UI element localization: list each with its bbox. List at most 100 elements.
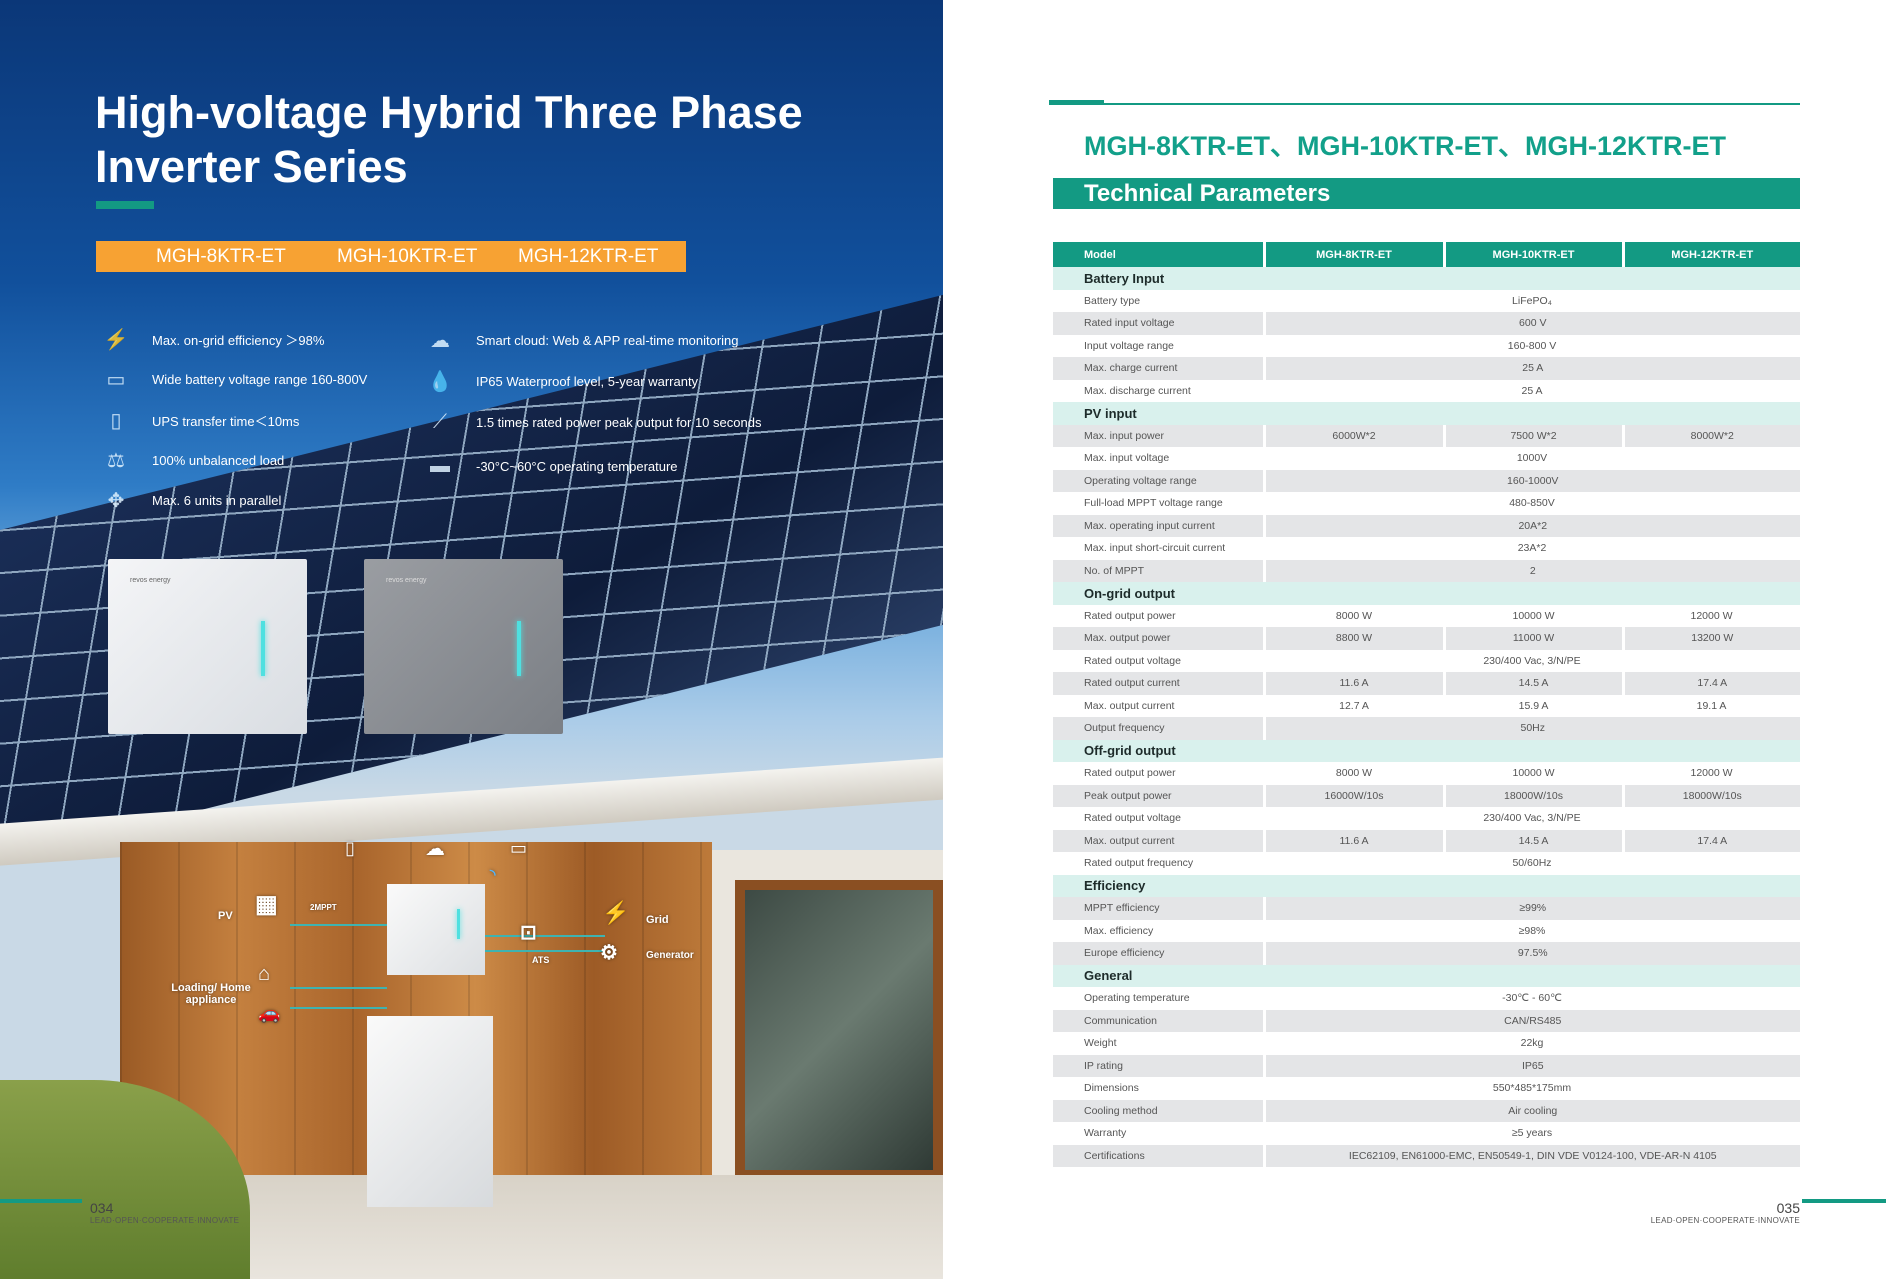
parameter-label: Max. discharge current [1084, 384, 1191, 397]
parameter-value: 14.5 A [1442, 672, 1623, 695]
table-row: Max. charge current 25 A [1053, 357, 1800, 380]
parameter-value: 8000 W [1335, 609, 1373, 622]
ups-icon: ▯ [110, 409, 122, 432]
parameter-value: 600 V [1262, 312, 1800, 335]
feature-item: ⚖ 100% unbalanced load [100, 447, 284, 473]
diagram-inverter [387, 884, 485, 975]
parameter-value: 19.1 A [1696, 699, 1727, 712]
feature-item: 💧 IP65 Waterproof level, 5-year warranty [424, 368, 699, 394]
table-row: Max. input power 6000W*2 7500 W*2 8000W*2 [1053, 424, 1800, 447]
parameter-value: 480-850V [1509, 497, 1555, 510]
table-row: Max. efficiency ≥98% [1053, 920, 1800, 943]
phone-icon: ▯ [345, 838, 355, 858]
feature-item: ☁ Smart cloud: Web & APP real-time monito… [424, 327, 739, 353]
parameter-label: Operating voltage range [1053, 469, 1264, 492]
parameter-label: Battery type [1084, 294, 1141, 307]
feature-text: IP65 Waterproof level, 5-year warranty [476, 373, 699, 389]
parameter-value: 10000 W [1512, 609, 1555, 622]
model-bar: MGH-8KTR-ET MGH-10KTR-ET MGH-12KTR-ET [96, 241, 686, 272]
parameter-value: IEC62109, EN61000-EMC, EN50549-1, DIN VD… [1262, 1144, 1800, 1167]
feature-item: ▬ -30°C~60°C operating temperature [424, 453, 678, 479]
parameter-value: IP65 [1262, 1054, 1800, 1077]
parameter-value: 12000 W [1690, 767, 1733, 780]
parameter-value: 13200 W [1621, 627, 1800, 650]
parameter-label: Rated output power [1084, 767, 1176, 780]
smart-cloud-icon: ☁ [430, 329, 450, 352]
generator-label: Generator [646, 950, 694, 961]
section-title-bar: Technical Parameters [1053, 178, 1800, 209]
section-row: Battery Input [1053, 267, 1800, 290]
table-row: Warranty ≥5 years [1053, 1122, 1800, 1145]
table-row: Rated output current 11.6 A 14.5 A 17.4 A [1053, 672, 1800, 695]
parameter-value: 22kg [1520, 1037, 1544, 1050]
parameter-value: 14.5 A [1442, 829, 1623, 852]
feature-item: ⚡ Max. on-grid efficiency ＞98% [100, 326, 325, 352]
column-header: Model [1053, 242, 1264, 267]
parameter-label: Input voltage range [1084, 339, 1174, 352]
parameter-label: Europe efficiency [1053, 942, 1264, 965]
parameter-value: 12000 W [1690, 609, 1733, 622]
home-icon: ⌂ [258, 963, 271, 985]
feature-text: Max. on-grid efficiency ＞98% [152, 332, 325, 348]
parameter-label: Output frequency [1053, 717, 1264, 740]
parameter-label: Rated input voltage [1053, 312, 1264, 335]
table-row: Max. discharge current 25 A [1053, 380, 1800, 403]
pv-connection-line [290, 924, 387, 926]
section-title: Off-grid output [1053, 739, 1800, 762]
cloud-icon: ☁ [425, 838, 445, 860]
table-row: MPPT efficiency ≥99% [1053, 897, 1800, 920]
feature-item: ▭ Wide battery voltage range 160-800V [100, 366, 368, 392]
parameter-label: Max. efficiency [1084, 924, 1154, 937]
parameter-value: -30℃ - 60℃ [1502, 992, 1562, 1005]
parameter-label: Communication [1053, 1009, 1264, 1032]
brand-label: revos energy [130, 577, 171, 584]
inverter-white-image: revos energy [108, 559, 307, 734]
heading-accent [1049, 100, 1104, 105]
feature-item: ✥ Max. 6 units in parallel [100, 487, 282, 513]
parameter-value: 20A*2 [1262, 514, 1800, 537]
parameter-value: 8000W*2 [1621, 424, 1800, 447]
parameter-value: 160-1000V [1262, 469, 1800, 492]
parameter-value: 97.5% [1262, 942, 1800, 965]
peak-output-icon: ⟋ [433, 410, 447, 433]
table-row: Rated output power 8000 W 10000 W 12000 W [1053, 762, 1800, 785]
mppt-label: 2MPPT [310, 903, 337, 912]
table-row: Rated output frequency 50/60Hz [1053, 852, 1800, 875]
tagline: LEAD·OPEN·COOPERATE·INNOVATE [1650, 1216, 1800, 1225]
parameter-value: 50Hz [1262, 717, 1800, 740]
page-title: High-voltage Hybrid Three Phase Inverter… [95, 86, 855, 194]
section-row: General [1053, 964, 1800, 987]
parameter-label: Max. input voltage [1084, 452, 1170, 465]
table-row: Certifications IEC62109, EN61000-EMC, EN5… [1053, 1144, 1800, 1167]
parameter-label: Rated output voltage [1084, 812, 1181, 825]
section-title: On-grid output [1053, 582, 1800, 605]
parameter-label: No. of MPPT [1053, 559, 1264, 582]
led-strip [457, 909, 460, 939]
page-number: 034 [90, 1200, 114, 1216]
table-row: IP rating IP65 [1053, 1054, 1800, 1077]
feature-text: Smart cloud: Web & APP real-time monitor… [476, 332, 739, 348]
table-row: Europe efficiency 97.5% [1053, 942, 1800, 965]
parameter-label: Peak output power [1053, 784, 1264, 807]
parameter-label: Weight [1084, 1037, 1117, 1050]
heading-rule [1049, 103, 1800, 105]
table-row: Rated output voltage 230/400 Vac, 3/N/PE [1053, 807, 1800, 830]
parameter-value: 550*485*175mm [1492, 1082, 1572, 1095]
parameter-value: 10000 W [1512, 767, 1555, 780]
grid-connection-line [485, 935, 605, 937]
led-strip [517, 621, 521, 676]
table-row: Max. operating input current 20A*2 [1053, 514, 1800, 537]
page-accent-line [1802, 1199, 1886, 1203]
feature-text: 1.5 times rated power peak output for 10… [476, 414, 762, 430]
parameter-value: 1000V [1516, 452, 1548, 465]
model-heading: MGH-8KTR-ET、MGH-10KTR-ET、MGH-12KTR-ET [1084, 131, 1726, 161]
section-title: Battery Input [1053, 267, 1800, 290]
parameter-value: 12.7 A [1339, 699, 1369, 712]
table-row: Weight 22kg [1053, 1032, 1800, 1055]
parameter-value: 230/400 Vac, 3/N/PE [1483, 654, 1581, 667]
parameter-label: Max. charge current [1053, 357, 1264, 380]
section-row: Efficiency [1053, 874, 1800, 897]
table-row: Rated input voltage 600 V [1053, 312, 1800, 335]
table-row: Max. output current 11.6 A 14.5 A 17.4 A [1053, 829, 1800, 852]
parameter-label: Cooling method [1053, 1099, 1264, 1122]
